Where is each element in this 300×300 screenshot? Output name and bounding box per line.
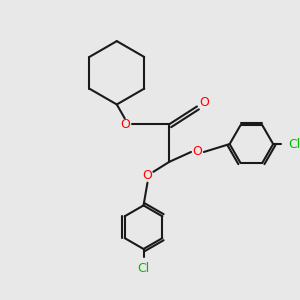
Text: O: O	[120, 118, 130, 131]
Text: Cl: Cl	[288, 138, 300, 151]
Text: O: O	[192, 146, 202, 158]
Text: Cl: Cl	[137, 262, 150, 275]
Text: O: O	[142, 169, 152, 182]
Text: O: O	[199, 96, 209, 109]
